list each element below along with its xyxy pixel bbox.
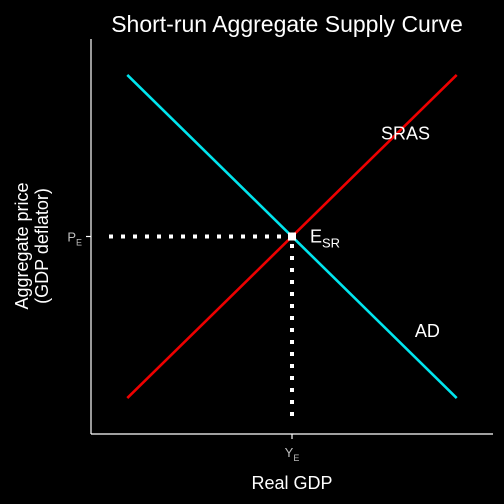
equilibrium-point [288,232,296,241]
x-axis-title: Real GDP [251,473,332,493]
x-tick-label: YE [285,445,300,463]
x-tick-label-sub: E [293,453,299,463]
chart-title: Short-run Aggregate Supply Curve [111,11,463,37]
equilibrium-label: ESR [310,227,340,251]
sras-label: SRAS [381,124,430,144]
y-tick-label-sub: E [76,238,82,248]
y-tick-label: PE [67,230,82,248]
ad-label: AD [415,321,440,341]
x-tick-label-base: Y [285,445,294,460]
y-tick-label-base: P [67,230,76,245]
equilibrium-label-sub: SR [322,236,340,251]
y-axis-title-line2: (GDP deflator) [32,188,52,304]
equilibrium-label-base: E [310,227,322,247]
y-axis-title: Aggregate price (GDP deflator) [12,182,52,309]
y-axis-title-line1: Aggregate price [12,182,32,309]
